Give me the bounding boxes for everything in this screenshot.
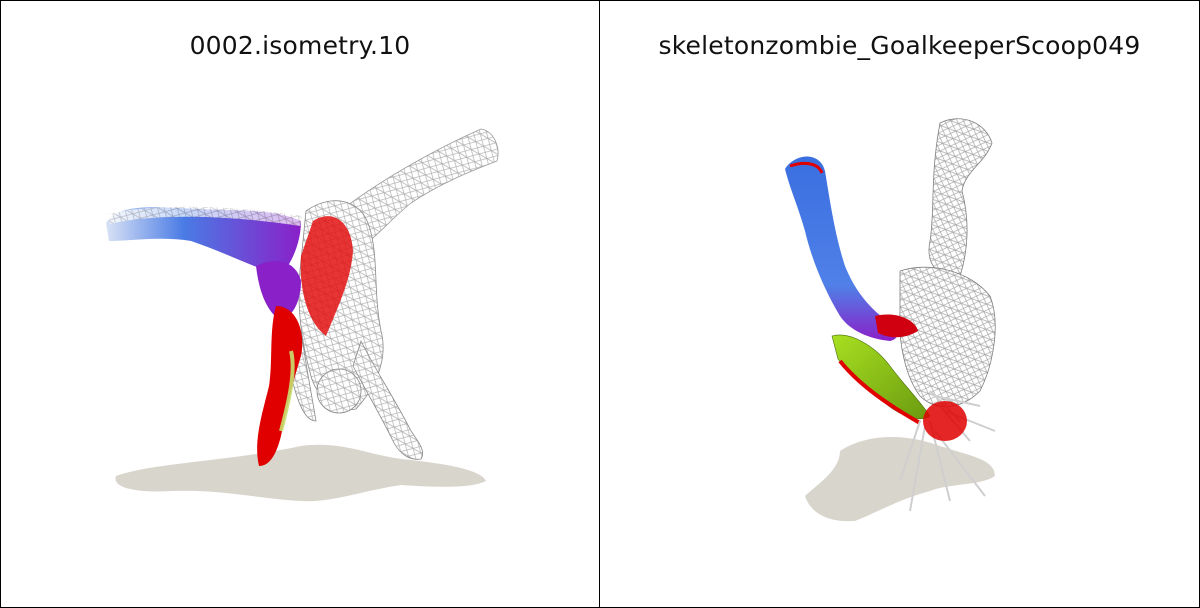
right-viewport[interactable]: skeletonzombie_GoalkeeperScoop049 [600, 1, 1199, 607]
right-viewport-title: skeletonzombie_GoalkeeperScoop049 [658, 31, 1141, 60]
left-arm-right [352, 339, 424, 460]
left-raised-leg [341, 128, 499, 252]
right-wire-leg [928, 118, 993, 277]
right-blue-leg [785, 156, 898, 341]
right-torso [899, 266, 996, 408]
right-mesh-scene[interactable] [600, 91, 1200, 591]
left-hip [256, 261, 301, 321]
left-shadow [115, 444, 486, 502]
left-side-leg [106, 207, 301, 276]
left-viewport-title: 0002.isometry.10 [189, 31, 411, 60]
right-mesh-render [785, 118, 996, 522]
right-hip [875, 314, 918, 338]
left-head [316, 368, 362, 414]
left-torso-red [300, 216, 353, 336]
left-mesh-render [106, 128, 499, 502]
left-support-leg [257, 306, 303, 466]
left-viewport[interactable]: 0002.isometry.10 [1, 1, 600, 607]
right-head [923, 401, 967, 441]
left-mesh-scene[interactable] [1, 91, 601, 591]
